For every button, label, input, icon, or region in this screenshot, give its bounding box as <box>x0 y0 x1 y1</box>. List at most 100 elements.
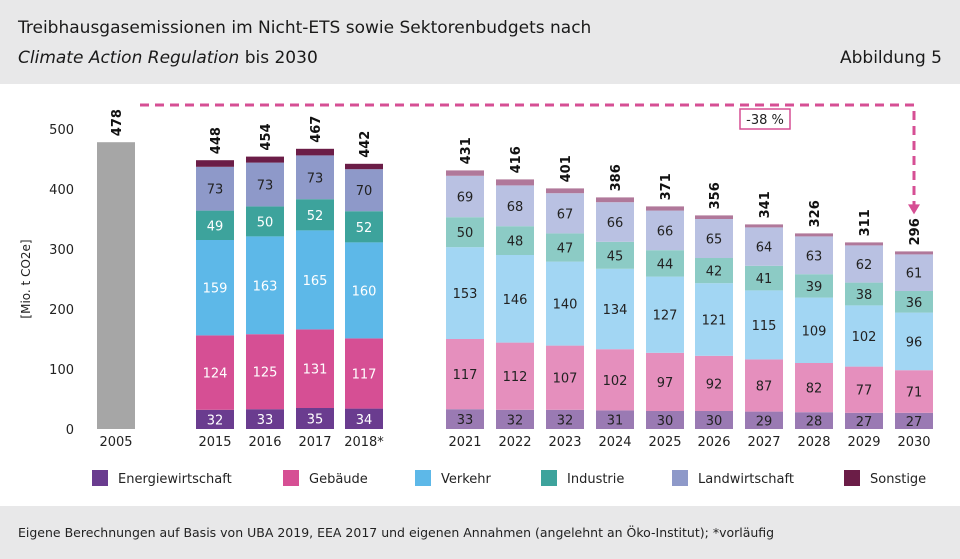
total-label-2015: 448 <box>209 127 224 154</box>
segment-label-industrie-2021: 50 <box>457 226 474 241</box>
bar-segment-energiewirtschaft-2028 <box>795 412 833 429</box>
bar-segment-landwirtschaft-2022 <box>496 185 534 227</box>
bar-segment-energiewirtschaft-2030 <box>895 412 933 429</box>
y-tick-label-1: 100 <box>49 363 74 378</box>
bar-segment-sonstige-2018* <box>345 163 383 170</box>
bar-segment-energiewirtschaft-2025 <box>646 411 684 429</box>
footer: Eigene Berechnungen auf Basis von UBA 20… <box>0 506 960 559</box>
source-note: Eigene Berechnungen auf Basis von UBA 20… <box>18 525 775 540</box>
total-label-2026: 356 <box>708 182 723 209</box>
segment-label-verkehr-2022: 146 <box>503 293 528 308</box>
segment-label-landwirtschaft-2027: 64 <box>756 241 773 256</box>
bar-segment-gebäude-2015 <box>196 335 234 410</box>
bar-segment-industrie-2029 <box>845 282 883 306</box>
bar-segment-verkehr-2025 <box>646 276 684 353</box>
bar-segment-verkehr-2024 <box>596 268 634 350</box>
bar-segment-sonstige-2023 <box>546 188 584 194</box>
bar-segment-energiewirtschaft-2029 <box>845 412 883 429</box>
bar-segment-sonstige-2025 <box>646 206 684 211</box>
bar-segment-verkehr-2018* <box>345 242 383 339</box>
segment-label-verkehr-2028: 109 <box>802 324 827 339</box>
legend-swatch-verkehr <box>415 470 431 486</box>
bar-segment-landwirtschaft-2018* <box>345 169 383 212</box>
segment-label-gebäude-2026: 92 <box>706 377 723 392</box>
bar-segment-industrie-2017 <box>296 199 334 231</box>
segment-label-energiewirtschaft-2017: 35 <box>307 413 324 428</box>
legend-label-sonstige: Sonstige <box>870 472 926 487</box>
bar-segment-landwirtschaft-2028 <box>795 236 833 275</box>
bar-segment-gebäude-2022 <box>496 342 534 410</box>
bar-segment-verkehr-2029 <box>845 305 883 367</box>
x-tick-label-2025: 2025 <box>648 435 681 450</box>
chart-title-italic: Climate Action Regulation <box>18 48 240 68</box>
segment-label-landwirtschaft-2025: 66 <box>657 224 674 239</box>
y-tick-label-0: 0 <box>66 423 74 438</box>
legend-label-verkehr: Verkehr <box>441 472 492 487</box>
stacked-bar-chart: [Mio. t CO2e] 0 100 200 300 400 500 478 2005 32 12… <box>19 103 933 487</box>
segment-label-energiewirtschaft-2022: 32 <box>507 413 524 428</box>
segment-label-gebäude-2015: 124 <box>203 367 228 382</box>
figure-label: Abbildung 5 <box>839 48 942 68</box>
bar-segment-energiewirtschaft-2016 <box>246 409 284 429</box>
total-label-2028: 326 <box>808 200 823 227</box>
bar-segment-gebäude-2025 <box>646 352 684 411</box>
segment-label-gebäude-2027: 87 <box>756 380 773 395</box>
reduction-label: -38 % <box>746 113 784 128</box>
bar-segment-sonstige-2021 <box>446 170 484 176</box>
segment-label-industrie-2025: 44 <box>657 257 674 272</box>
segment-label-industrie-2027: 41 <box>756 272 773 287</box>
x-tick-label-2022: 2022 <box>498 435 531 450</box>
segment-label-energiewirtschaft-2018*: 34 <box>356 413 373 428</box>
bar-segment-verkehr-2026 <box>695 283 733 356</box>
reduction-arrowhead <box>908 204 920 215</box>
bar-segment-sonstige-2017 <box>296 148 334 156</box>
y-tick-label-5: 500 <box>49 123 74 138</box>
bar-segment-energiewirtschaft-2018* <box>345 408 383 429</box>
bar-segment-industrie-2016 <box>246 206 284 237</box>
total-label-2025: 371 <box>659 173 674 200</box>
segment-label-landwirtschaft-2016: 73 <box>257 179 274 194</box>
segment-label-verkehr-2029: 102 <box>852 330 877 345</box>
bar-segment-gebäude-2028 <box>795 363 833 413</box>
bar-segment-landwirtschaft-2023 <box>546 193 584 234</box>
segment-label-industrie-2028: 39 <box>806 280 823 295</box>
bar-segment-landwirtschaft-2026 <box>695 219 733 258</box>
bar-segment-energiewirtschaft-2024 <box>596 410 634 429</box>
segment-label-verkehr-2017: 165 <box>303 274 328 289</box>
bar-segment-sonstige-2026 <box>695 215 733 219</box>
y-tick-label-2: 200 <box>49 303 74 318</box>
segment-label-energiewirtschaft-2030: 27 <box>906 415 923 430</box>
bar-segment-landwirtschaft-2029 <box>845 245 883 283</box>
legend-swatch-landwirtschaft <box>672 470 688 486</box>
segment-label-energiewirtschaft-2021: 33 <box>457 413 474 428</box>
legend-label-landwirtschaft: Landwirtschaft <box>698 472 794 487</box>
segment-label-verkehr-2015: 159 <box>203 282 228 297</box>
segment-label-gebäude-2016: 125 <box>253 366 278 381</box>
segment-label-verkehr-2018*: 160 <box>352 284 377 299</box>
segment-label-verkehr-2027: 115 <box>752 319 777 334</box>
segment-label-verkehr-2023: 140 <box>553 298 578 313</box>
bar-segment-industrie-2030 <box>895 291 933 313</box>
segment-label-landwirtschaft-2030: 61 <box>906 267 923 282</box>
x-tick-label-2029: 2029 <box>847 435 880 450</box>
bar-segment-energiewirtschaft-2021 <box>446 409 484 429</box>
bar-segment-sonstige-2030 <box>895 251 933 255</box>
legend-swatch-energiewirtschaft <box>92 470 108 486</box>
bar-segment-sonstige-2024 <box>596 197 634 203</box>
bar-segment-landwirtschaft-2024 <box>596 202 634 242</box>
segment-label-landwirtschaft-2021: 69 <box>457 191 474 206</box>
bar-segment-gebäude-2029 <box>845 366 883 413</box>
reduction-label-box <box>739 108 791 130</box>
segment-label-landwirtschaft-2026: 65 <box>706 233 723 248</box>
segment-label-industrie-2015: 49 <box>207 219 224 234</box>
x-tick-label-2017: 2017 <box>298 435 331 450</box>
segment-label-energiewirtschaft-2029: 27 <box>856 415 873 430</box>
x-tick-label-2027: 2027 <box>747 435 780 450</box>
segment-label-gebäude-2018*: 117 <box>352 368 377 383</box>
bar-segment-landwirtschaft-2025 <box>646 210 684 251</box>
segment-label-energiewirtschaft-2026: 30 <box>706 414 723 429</box>
reduction-arrow-line <box>140 103 916 207</box>
total-label-2029: 311 <box>858 209 873 236</box>
y-axis-label: [Mio. t CO2e] <box>19 239 33 318</box>
segment-label-energiewirtschaft-2015: 32 <box>207 413 224 428</box>
